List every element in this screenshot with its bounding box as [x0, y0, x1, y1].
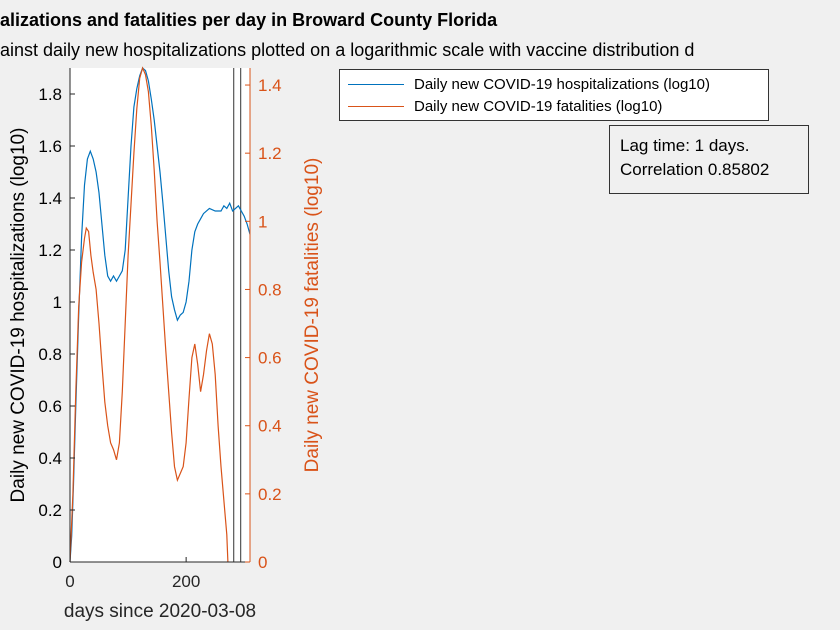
legend-item-fatalities: Daily new COVID-19 fatalities (log10) — [348, 95, 662, 117]
chart-title: alizations and fatalities per day in Bro… — [0, 10, 498, 30]
y-tick-label-right-4: 0.8 — [258, 280, 282, 299]
y-tick-label-left-0: 0 — [53, 553, 62, 572]
y-tick-label-left-3: 0.6 — [38, 397, 62, 416]
y-tick-label-right-0: 0 — [258, 553, 267, 572]
y-tick-label-left-5: 1 — [53, 293, 62, 312]
y-tick-label-right-2: 0.4 — [258, 417, 282, 436]
x-tick-label-1: 200 — [172, 572, 200, 591]
legend-label-fatalities: Daily new COVID-19 fatalities (log10) — [414, 97, 663, 115]
y-tick-label-left-8: 1.6 — [38, 137, 62, 156]
legend-label-hospitalizations: Daily new COVID-19 hospitalizations (log… — [414, 75, 710, 93]
y-tick-label-left-2: 0.4 — [38, 449, 62, 468]
y-tick-label-right-1: 0.2 — [258, 485, 282, 504]
series-line-0 — [69, 66, 251, 563]
chart-subtitle: ainst daily new hospitalizations plotted… — [0, 40, 695, 60]
lag-time-text: Lag time: 1 days. — [620, 136, 750, 155]
legend-swatch-fatalities — [348, 105, 404, 107]
y-axis-label-right: Daily new COVID-19 fatalities (log10) — [302, 158, 323, 473]
x-axis-label: days since 2020-03-08 — [64, 601, 256, 622]
y-tick-label-right-3: 0.6 — [258, 349, 282, 368]
y-tick-label-right-7: 1.4 — [258, 76, 282, 95]
y-tick-label-right-6: 1.2 — [258, 144, 282, 163]
y-tick-label-left-9: 1.8 — [38, 85, 62, 104]
plot-area — [70, 68, 250, 562]
y-tick-label-right-5: 1 — [258, 212, 267, 231]
stats-annotation: Lag time: 1 days. Correlation 0.85802 — [609, 125, 809, 194]
y-axis-label-left: Daily new COVID-19 hospitalizations (log… — [8, 128, 29, 503]
y-tick-label-left-4: 0.8 — [38, 345, 62, 364]
legend-item-hospitalizations: Daily new COVID-19 hospitalizations (log… — [348, 73, 710, 95]
y-tick-label-left-6: 1.2 — [38, 241, 62, 260]
x-tick-label-0: 0 — [65, 572, 74, 591]
y-tick-label-left-7: 1.4 — [38, 189, 62, 208]
legend: Daily new COVID-19 hospitalizations (log… — [339, 69, 769, 121]
series-line-1 — [69, 66, 229, 563]
correlation-text: Correlation 0.85802 — [620, 160, 770, 179]
y-tick-label-left-1: 0.2 — [38, 501, 62, 520]
legend-swatch-hospitalizations — [348, 83, 404, 85]
